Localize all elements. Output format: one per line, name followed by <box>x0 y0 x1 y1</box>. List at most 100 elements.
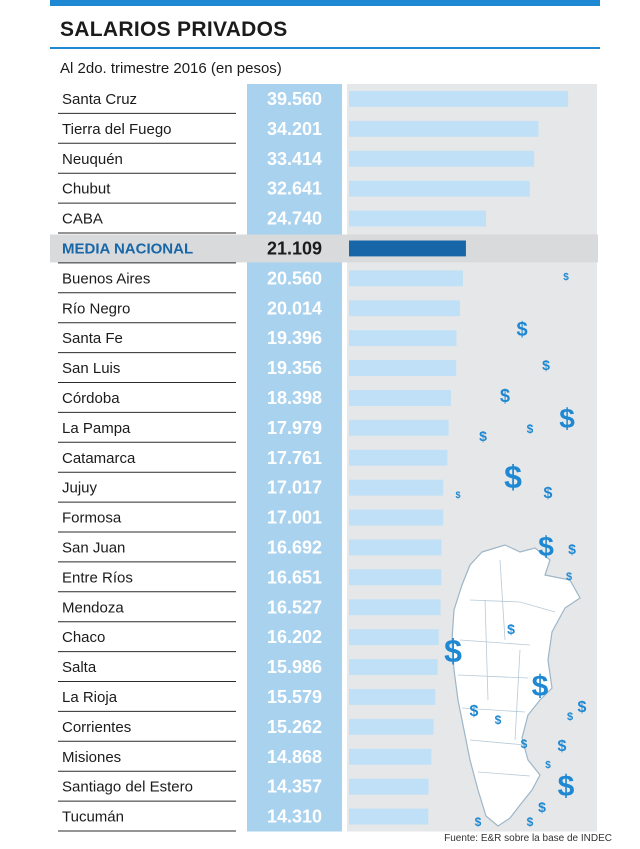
bar <box>349 808 429 825</box>
data-label: 19.356 <box>267 358 322 378</box>
data-label: 14.357 <box>267 777 322 797</box>
province-row: Salta 15.986 <box>58 657 438 682</box>
category-label: Chubut <box>62 181 111 198</box>
dollar-sign-icon: $ <box>527 815 534 829</box>
province-row: San Juan 16.692 <box>58 538 442 563</box>
dollar-sign-icon: $ <box>455 490 460 500</box>
data-label: 16.692 <box>267 538 322 558</box>
data-label: 15.262 <box>267 717 322 737</box>
dollar-sign-icon: $ <box>542 357 550 373</box>
dollar-sign-icon: $ <box>444 633 462 669</box>
bar <box>349 659 438 675</box>
data-label: 20.014 <box>267 298 322 318</box>
dollar-sign-icon: $ <box>567 711 573 723</box>
dollar-sign-icon: $ <box>527 422 534 436</box>
highlight-band <box>50 234 598 263</box>
bar <box>349 629 439 646</box>
dollar-sign-icon: $ <box>538 799 546 815</box>
category-label: Formosa <box>62 510 122 527</box>
bar <box>349 210 487 227</box>
province-row: La Rioja 15.579 <box>58 687 436 712</box>
bar <box>349 569 442 586</box>
dollar-sign-icon: $ <box>558 770 575 803</box>
data-label: 15.986 <box>267 657 322 677</box>
dollar-sign-icon: $ <box>532 670 549 703</box>
bar <box>349 300 460 317</box>
province-row: Córdoba 18.398 <box>58 388 451 413</box>
bar <box>349 479 444 496</box>
dollar-sign-icon: $ <box>504 459 522 495</box>
bar <box>349 120 539 137</box>
dollar-sign-icon: $ <box>470 703 479 720</box>
province-row: Entre Ríos 16.651 <box>58 567 442 593</box>
data-label: 33.414 <box>267 149 322 169</box>
dollar-sign-icon: $ <box>516 319 527 341</box>
bar <box>349 360 457 376</box>
category-label: Neuquén <box>62 151 123 168</box>
category-label: Jujuy <box>62 480 98 497</box>
data-label: 19.396 <box>267 328 322 348</box>
province-row: Catamarca 17.761 <box>58 448 448 473</box>
dollar-sign-icon: $ <box>559 403 575 434</box>
map-province-borders <box>457 559 556 777</box>
category-label: Corrientes <box>62 719 131 736</box>
bar <box>349 449 448 466</box>
data-label: 17.017 <box>267 478 322 498</box>
dollar-sign-icon: $ <box>495 713 502 727</box>
data-label: 17.001 <box>267 508 322 528</box>
category-label: Santiago del Estero <box>62 779 193 796</box>
bar <box>349 150 535 167</box>
dollar-sign-icon: $ <box>479 428 487 444</box>
data-label: 20.560 <box>267 268 322 288</box>
category-label: Tierra del Fuego <box>62 121 172 138</box>
province-row: Misiones 14.868 <box>58 747 432 772</box>
category-label: La Rioja <box>62 689 118 706</box>
category-label: La Pampa <box>62 420 131 437</box>
bar <box>349 539 442 556</box>
category-label: Entre Ríos <box>62 569 133 586</box>
category-label: Mendoza <box>62 599 124 616</box>
data-label: 18.398 <box>267 388 322 408</box>
category-label: CABA <box>62 211 103 228</box>
title-divider <box>50 47 600 49</box>
bar <box>349 330 457 347</box>
bar <box>349 240 466 257</box>
dollar-sign-icon: $ <box>568 541 576 557</box>
data-label: 16.202 <box>267 627 322 647</box>
province-row: Santiago del Estero 14.357 <box>58 777 429 802</box>
dollar-sign-icon: $ <box>558 738 567 755</box>
dollar-sign-icon: $ <box>563 272 569 283</box>
category-label: Salta <box>62 659 97 676</box>
data-label: 32.641 <box>267 179 322 199</box>
dollar-sign-icon: $ <box>521 737 528 751</box>
data-label: 17.979 <box>267 418 322 438</box>
province-row: Chaco 16.202 <box>58 627 439 653</box>
dollar-sign-icon: $ <box>566 571 572 583</box>
dollar-sign-icon: $ <box>545 760 551 771</box>
value-column <box>247 84 342 832</box>
province-row: Tucumán 14.310 <box>58 807 429 832</box>
province-row: Río Negro 20.014 <box>58 298 460 324</box>
category-label: Chaco <box>62 629 105 646</box>
province-row: Tierra del Fuego 34.201 <box>58 119 539 144</box>
data-label: 14.868 <box>267 747 322 767</box>
map-outline <box>451 544 581 827</box>
source-note: Fuente: E&R sobre la base de INDEC <box>444 833 612 844</box>
data-label: 17.761 <box>267 448 322 468</box>
data-label: 14.310 <box>267 807 322 827</box>
bar <box>349 599 441 616</box>
bar <box>349 91 569 107</box>
category-label: Buenos Aires <box>62 270 150 287</box>
category-label: Misiones <box>62 749 121 766</box>
province-row: Neuquén 33.414 <box>58 149 535 174</box>
province-row: Formosa 17.001 <box>58 508 444 533</box>
data-label: 21.109 <box>267 239 322 259</box>
dollar-sign-icon: $ <box>507 621 515 637</box>
data-label: 16.527 <box>267 597 322 617</box>
category-label: San Juan <box>62 540 125 557</box>
province-row: Santa Fe 19.396 <box>58 328 457 354</box>
dollar-sign-icon: $ <box>475 815 482 829</box>
top-accent-bar <box>50 0 600 6</box>
chart-subtitle: Al 2do. trimestre 2016 (en pesos) <box>60 60 282 77</box>
